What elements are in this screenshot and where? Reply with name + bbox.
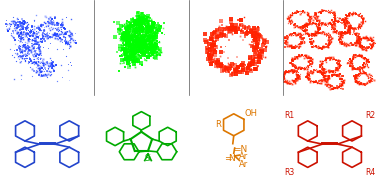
Text: N: N xyxy=(228,154,235,163)
Text: Si: Si xyxy=(144,154,152,163)
Text: Ar: Ar xyxy=(239,160,249,169)
Text: R3: R3 xyxy=(284,168,294,177)
Text: R2: R2 xyxy=(366,111,376,120)
Text: Ar: Ar xyxy=(239,153,249,161)
Text: =: = xyxy=(224,154,232,163)
Text: R: R xyxy=(215,120,221,129)
Text: OH: OH xyxy=(245,109,258,118)
Text: =N: =N xyxy=(233,145,247,154)
Text: R4: R4 xyxy=(366,168,376,177)
Text: R1: R1 xyxy=(284,111,294,120)
